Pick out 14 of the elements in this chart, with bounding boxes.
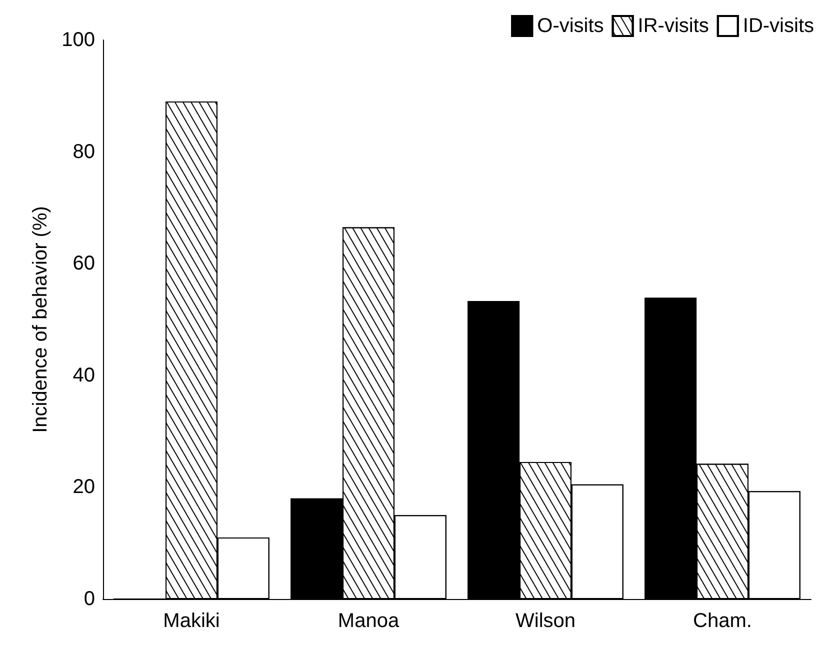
y-tick-label: 0 [84, 588, 95, 610]
y-tick-label: 60 [72, 252, 95, 275]
legend-label: ID-visits [742, 15, 814, 37]
x-tick-label: Cham. [693, 610, 752, 632]
y-axis-title: Incidence of behavior (%) [30, 206, 52, 433]
legend-label: IR-visits [638, 15, 709, 37]
y-tick-label: 20 [72, 476, 95, 498]
y-tick-label: 100 [62, 29, 95, 51]
x-tick-label: Wilson [515, 610, 576, 632]
y-tick-label: 80 [72, 140, 95, 163]
x-tick-label: Manoa [338, 610, 400, 632]
x-tick-label: Makiki [163, 610, 220, 632]
legend-label: O-visits [537, 15, 604, 37]
y-tick-label: 40 [72, 364, 95, 386]
